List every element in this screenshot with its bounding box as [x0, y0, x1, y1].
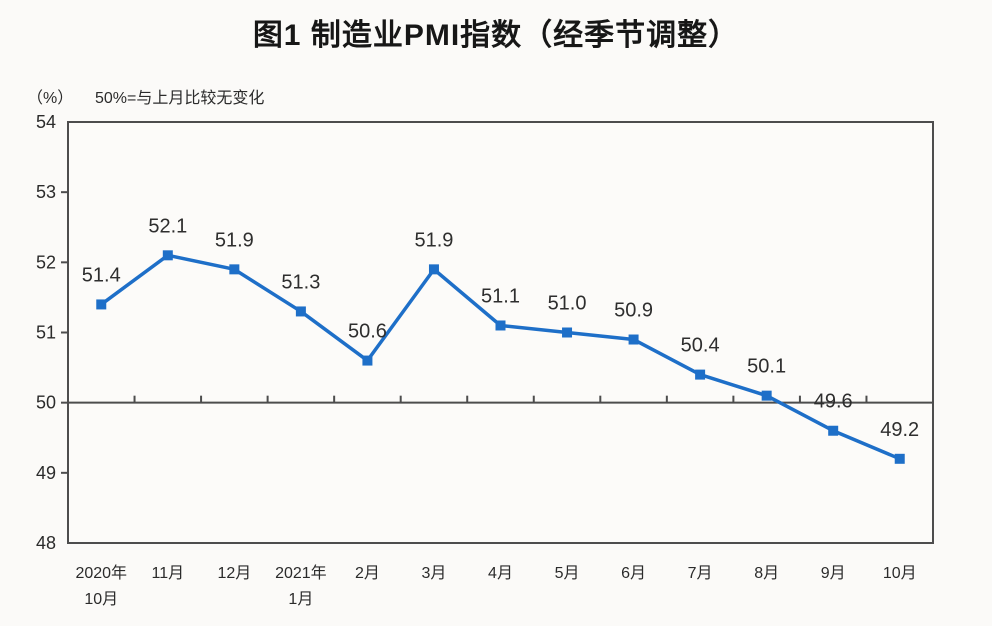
- data-point-label: 49.2: [880, 419, 919, 441]
- data-point-marker: [295, 306, 306, 317]
- y-axis-label: 52: [36, 252, 56, 272]
- data-point-label: 51.0: [548, 293, 587, 315]
- data-point-label: 50.6: [348, 321, 387, 343]
- x-axis-label: 2020年: [75, 564, 127, 582]
- x-axis-label: 11月: [151, 565, 184, 582]
- data-point-label: 50.4: [681, 335, 720, 357]
- data-point-label: 51.1: [481, 285, 520, 307]
- data-point-label: 51.3: [281, 271, 320, 293]
- y-axis-unit-label: （%）: [27, 90, 74, 107]
- x-axis-label: 8月: [754, 565, 779, 582]
- data-point-label: 50.1: [747, 356, 786, 378]
- x-axis-label: 7月: [688, 565, 713, 582]
- data-point-marker: [495, 320, 506, 331]
- data-point-marker: [894, 453, 905, 464]
- data-point-marker: [695, 369, 706, 380]
- y-axis-label: 54: [36, 112, 56, 132]
- data-point-label: 51.4: [82, 264, 121, 286]
- y-axis-label: 51: [36, 323, 56, 343]
- data-point-label: 50.9: [614, 300, 653, 322]
- y-axis-label: 53: [36, 182, 56, 202]
- x-axis-label: 10月: [84, 591, 118, 608]
- x-axis-label: 6月: [621, 565, 646, 582]
- x-axis-label: 2月: [355, 565, 380, 582]
- data-point-label: 51.9: [414, 229, 453, 251]
- data-point-marker: [96, 299, 107, 310]
- plot-border: [67, 121, 934, 544]
- data-point-marker: [761, 390, 772, 401]
- y-axis-label: 48: [36, 533, 56, 553]
- data-point-marker: [362, 355, 373, 366]
- data-point-marker: [562, 327, 573, 338]
- data-point-marker: [628, 334, 639, 345]
- x-axis-label: 3月: [422, 565, 447, 582]
- y-axis-label: 49: [36, 463, 56, 483]
- chart-title: 图1 制造业PMI指数（经季节调整）: [252, 19, 740, 52]
- data-point-label: 49.6: [814, 391, 853, 413]
- data-point-marker: [162, 250, 173, 261]
- x-axis-label: 9月: [821, 565, 846, 582]
- x-axis-label: 10月: [883, 565, 917, 582]
- data-point-marker: [828, 425, 839, 436]
- y-axis-label: 50: [36, 393, 56, 413]
- x-axis-label: 5月: [555, 565, 580, 582]
- x-axis-label: 1月: [288, 591, 313, 608]
- x-axis-label: 2021年: [275, 564, 327, 582]
- data-point-marker: [428, 264, 439, 275]
- x-axis-label: 12月: [217, 565, 251, 582]
- reference-note-label: 50%=与上月比较无变化: [95, 90, 265, 107]
- data-point-label: 51.9: [215, 229, 254, 251]
- x-axis-label: 4月: [488, 565, 513, 582]
- data-point-label: 52.1: [148, 215, 187, 237]
- data-point-marker: [229, 264, 240, 275]
